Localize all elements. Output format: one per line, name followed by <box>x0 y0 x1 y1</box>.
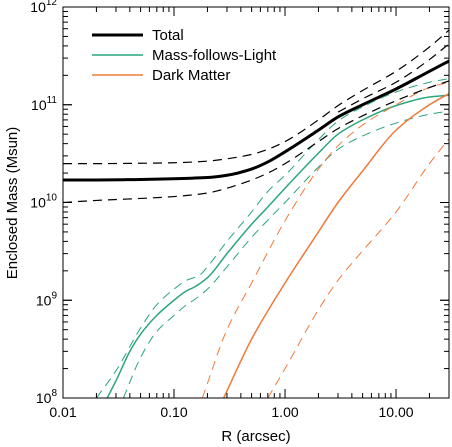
y-tick-label: 1010 <box>30 193 57 211</box>
y-tick-label: 109 <box>36 290 58 308</box>
legend-label-total: Total <box>152 27 184 44</box>
series-total-upper <box>63 29 449 165</box>
plot-frame <box>62 6 450 399</box>
x-tick-label: 1.00 <box>271 404 298 420</box>
legend-label-dark-matter: Dark Matter <box>152 67 230 84</box>
x-tick-label: 0.01 <box>49 404 76 420</box>
series-dark-matter <box>222 92 449 398</box>
x-axis-label: R (arcsec) <box>221 428 290 445</box>
series-layer <box>63 29 449 398</box>
series-dark-matter-upper <box>201 81 449 398</box>
y-tick-label: 1011 <box>31 95 57 113</box>
series-total <box>63 59 449 182</box>
y-tick-label: 108 <box>36 388 58 406</box>
y-tick-label: 1012 <box>30 0 57 15</box>
x-tick-label: 0.10 <box>160 404 187 420</box>
legend: Total Mass-follows-Light Dark Matter <box>92 27 277 84</box>
ticks-layer: 0.01 0.10 1.00 10.00 108 109 1010 1011 1012 <box>30 0 450 420</box>
series-mass-follows-light <box>106 94 449 398</box>
y-axis-label: Enclosed Mass (Msun) <box>4 127 21 280</box>
series-dark-matter-lower <box>267 138 449 398</box>
series-mass-follows-light-lower <box>122 110 449 398</box>
legend-label-mass-follows-light: Mass-follows-Light <box>152 47 277 64</box>
series-total-mid <box>337 43 449 113</box>
series-mass-follows-light-upper <box>96 78 449 398</box>
x-tick-label: 10.00 <box>379 404 414 420</box>
series-total-lower <box>63 80 449 204</box>
